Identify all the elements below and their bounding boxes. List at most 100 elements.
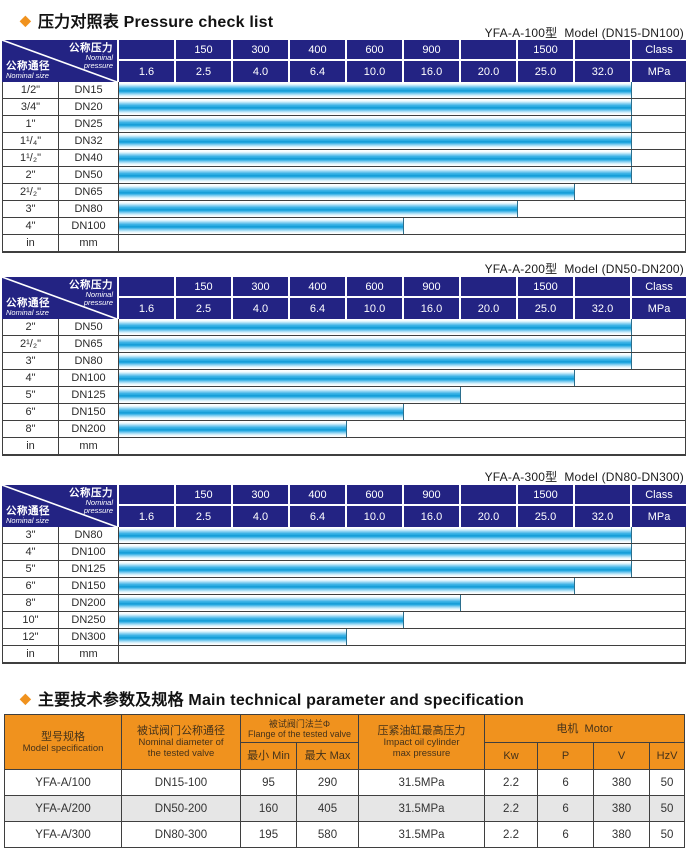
mpa-value-cell: 1.6 xyxy=(119,298,176,319)
spec-header-model-en: Model specification xyxy=(22,742,104,754)
pressure-range-bar xyxy=(119,150,632,166)
mpa-value-cell: 4.0 xyxy=(233,298,290,319)
spec-header-flange-en: Flange of the tested valve xyxy=(247,728,352,739)
size-row-DN250: 10" DN250 xyxy=(3,612,685,629)
pressure-range-bar xyxy=(119,218,404,234)
spec-cell: 160 xyxy=(240,795,297,822)
dn-size-cell: DN100 xyxy=(59,370,119,387)
spec-header-p: P xyxy=(537,742,595,770)
empty-range-cell xyxy=(119,646,685,663)
pressure-columns: 150 300 400 600 900 1500 Class 1.6 2.5 4.0 6.4 10.… xyxy=(119,485,686,527)
size-row-DN300: 12" DN300 xyxy=(3,629,685,646)
inch-size-cell: 5" xyxy=(3,387,59,404)
empty-header-cell xyxy=(119,485,176,504)
pressure-range-bar xyxy=(119,370,575,386)
pressure-range-cell xyxy=(119,612,685,629)
size-row-DN50: 2" DN50 xyxy=(3,319,685,336)
class-value-cell: 150 xyxy=(176,485,233,504)
spec-cell: DN15-100 xyxy=(121,769,241,796)
dn-size-cell: DN15 xyxy=(59,82,119,99)
inch-size-cell: 6" xyxy=(3,404,59,421)
spec-header-cyl-en2: max pressure xyxy=(392,748,451,759)
spec-cell: 31.5MPa xyxy=(358,769,486,796)
spec-cell: 380 xyxy=(593,769,651,796)
pressure-range-bar xyxy=(119,527,632,543)
inch-size-cell: 1" xyxy=(3,116,59,133)
pressure-columns: 150 300 400 600 900 1500 Class 1.6 2.5 4.0 6.4 10.… xyxy=(119,40,686,82)
dn-size-cell: DN32 xyxy=(59,133,119,150)
class-unit-cell: Class xyxy=(645,43,673,56)
size-row-DN32: 1¹/₄" DN32 xyxy=(3,133,685,150)
spec-cell: 50 xyxy=(649,821,686,848)
spec-header-model-cn: 型号规格 xyxy=(41,730,85,743)
pressure-range-cell xyxy=(119,99,685,116)
diagonal-line xyxy=(2,485,117,527)
spec-cell: 31.5MPa xyxy=(358,795,486,822)
inch-size-cell: 1/2" xyxy=(3,82,59,99)
spec-cell: 2.2 xyxy=(484,795,539,822)
dn-size-cell: DN300 xyxy=(59,629,119,646)
class-value-cell: 600 xyxy=(347,277,404,296)
class-value-cell: 900 xyxy=(404,40,461,59)
inch-size-cell: 4" xyxy=(3,370,59,387)
spec-cell: YFA-A/200 xyxy=(4,795,122,822)
pressure-range-bar xyxy=(119,561,632,577)
spec-cell: 380 xyxy=(593,821,651,848)
diagonal-header-cell: 公称压力 Nominal pressure 公称通径 Nominal size xyxy=(2,485,119,527)
spec-cell: 290 xyxy=(295,769,360,796)
empty-header-cell xyxy=(119,277,176,296)
inch-size-cell: 8" xyxy=(3,421,59,438)
size-row-DN80: 3" DN80 xyxy=(3,527,685,544)
spec-header-kw: Kw xyxy=(484,742,539,770)
pressure-range-cell xyxy=(119,82,685,99)
class-value-cell: 600 xyxy=(347,485,404,504)
mpa-value-cell: 16.0 xyxy=(404,298,461,319)
mpa-value-cell: 2.5 xyxy=(176,61,233,82)
size-row-DN80: 3" DN80 xyxy=(3,201,685,218)
class-value-cell: 900 xyxy=(404,485,461,504)
pressure-range-bar xyxy=(119,421,347,437)
pressure-table-yfa-a-100: 公称压力 Nominal pressure 公称通径 Nominal size 150… xyxy=(2,40,686,253)
dn-size-cell: DN50 xyxy=(59,319,119,336)
size-row-DN40: 1¹/₂" DN40 xyxy=(3,150,685,167)
pressure-range-cell xyxy=(119,387,685,404)
pressure-range-cell xyxy=(119,404,685,421)
dn-size-cell: DN200 xyxy=(59,421,119,438)
spec-header-motor: 电机 Motor xyxy=(484,714,686,743)
inch-unit-cell: in xyxy=(3,438,59,455)
inch-size-cell: 2" xyxy=(3,319,59,336)
pressure-range-cell xyxy=(119,116,685,133)
size-row-DN65: 2¹/₂" DN65 xyxy=(3,184,685,201)
diagonal-line xyxy=(2,277,117,319)
pressure-range-cell xyxy=(119,184,685,201)
spec-header-max: 最大 Max xyxy=(295,742,360,770)
pressure-range-bar xyxy=(119,201,518,217)
spec-header-cyl-cn: 压紧油缸最高压力 xyxy=(377,725,466,737)
pressure-columns: 150 300 400 600 900 1500 Class 1.6 2.5 4.0 6.4 10.… xyxy=(119,277,686,319)
pressure-range-cell xyxy=(119,133,685,150)
empty-header-cell xyxy=(461,277,518,296)
class-row: 150 300 400 600 900 1500 Class xyxy=(119,277,686,298)
mpa-row: 1.6 2.5 4.0 6.4 10.0 16.0 20.0 25.0 32.0 MPa xyxy=(119,61,686,82)
pressure-range-bar xyxy=(119,133,632,149)
nominal-size-label: 公称通径 Nominal size xyxy=(6,297,50,317)
pressure-range-cell xyxy=(119,561,685,578)
inch-size-cell: 3/4" xyxy=(3,99,59,116)
spec-cell: 195 xyxy=(240,821,297,848)
empty-range-cell xyxy=(119,438,685,455)
class-value-cell: 1500 xyxy=(518,277,575,296)
class-value-cell: 600 xyxy=(347,40,404,59)
inch-size-cell: 12" xyxy=(3,629,59,646)
spec-cell: DN80-300 xyxy=(121,821,241,848)
pressure-range-bar xyxy=(119,612,404,628)
dn-size-cell: DN125 xyxy=(59,561,119,578)
spec-cell: DN50-200 xyxy=(121,795,241,822)
pressure-range-cell xyxy=(119,544,685,561)
pressure-table-header: 公称压力 Nominal pressure 公称通径 Nominal size 150… xyxy=(2,40,686,82)
inch-size-cell: 8" xyxy=(3,595,59,612)
pressure-range-bar xyxy=(119,336,632,352)
size-row-DN20: 3/4" DN20 xyxy=(3,99,685,116)
size-row-DN200: 8" DN200 xyxy=(3,421,685,438)
spec-header-dn-en1: Nominal diameter of xyxy=(138,737,224,748)
pressure-range-bar xyxy=(119,595,461,611)
